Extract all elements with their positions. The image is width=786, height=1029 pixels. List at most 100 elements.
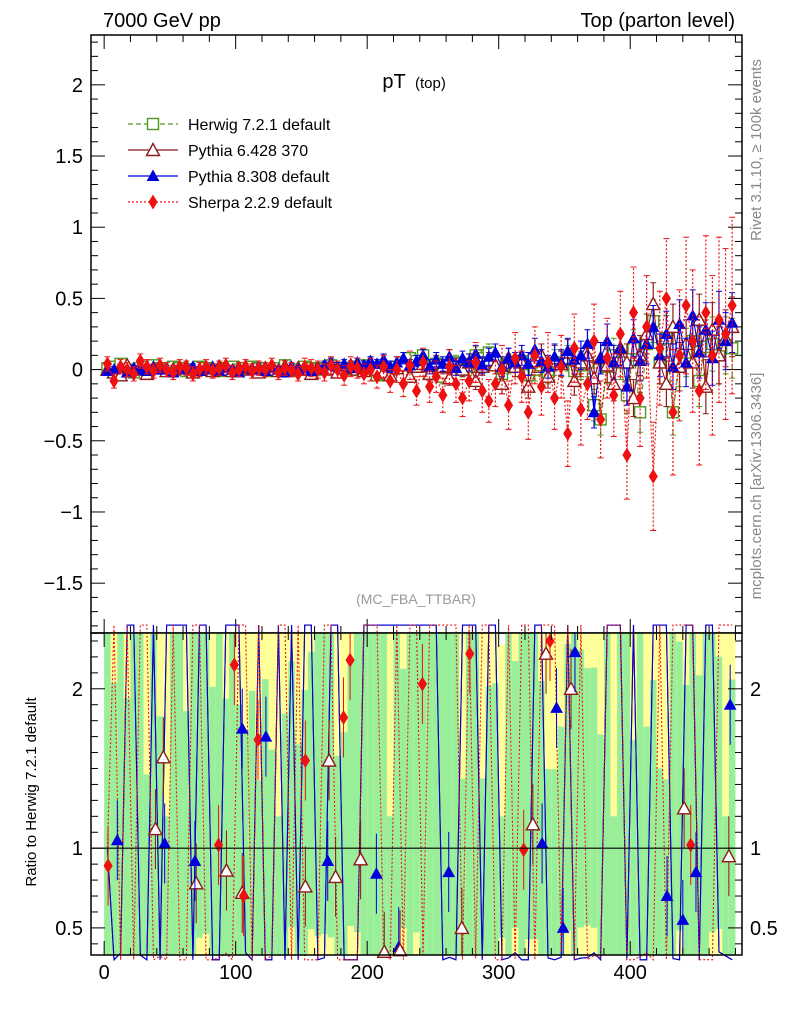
ratio-ytick-label: 2 (72, 679, 83, 701)
marker-diamond (201, 359, 211, 375)
marker-diamond (727, 298, 737, 313)
band-green (459, 778, 466, 955)
marker-diamond (628, 305, 639, 321)
marker-diamond (273, 364, 283, 380)
marker-diamond (365, 362, 376, 378)
band-green (209, 686, 216, 955)
marker-diamond (622, 447, 632, 463)
marker-triangle (568, 645, 582, 658)
marker-diamond (155, 357, 165, 373)
main-panel: −1.5 −1 −0.5 0 0.5 1 1.5 2 pT (top) (MC_FBA_TTB… (44, 34, 743, 634)
band-green (419, 633, 427, 955)
xtick-label: 200 (350, 962, 383, 984)
ratio-ytick-label-right: 0.5 (750, 918, 778, 940)
legend-label: Sherpa 2.2.9 default (188, 195, 333, 212)
marker-diamond (102, 356, 113, 372)
band-green (189, 633, 197, 955)
marker-diamond (417, 676, 428, 692)
band-green (682, 684, 690, 955)
marker-diamond (688, 333, 698, 349)
band-green (571, 633, 578, 955)
band-green (196, 633, 203, 938)
marker-diamond (589, 333, 599, 349)
marker-diamond (135, 353, 145, 369)
marker-diamond (464, 373, 474, 389)
band-green (702, 633, 710, 955)
marker-diamond (352, 360, 362, 376)
ytick-label: −0.5 (44, 431, 83, 453)
band-green (695, 675, 703, 955)
marker-diamond (576, 402, 586, 417)
header-right: Top (parton level) (580, 10, 735, 32)
marker-diamond (122, 362, 132, 378)
band-green (308, 652, 315, 930)
marker-diamond (267, 357, 277, 373)
band-green (452, 633, 460, 955)
marker-diamond (142, 359, 152, 375)
main-title: pT (382, 71, 405, 93)
series-sherpa (102, 216, 737, 531)
band-green (636, 633, 644, 955)
band-green (584, 668, 591, 926)
marker-diamond (490, 376, 500, 392)
band-green (143, 774, 151, 955)
marker-diamond (313, 362, 323, 378)
marker-diamond (293, 366, 303, 382)
marker-triangle (521, 357, 535, 369)
ytick-label: 0.5 (55, 288, 83, 310)
marker-diamond (655, 340, 665, 356)
legend: Herwig 7.2.1 default Pythia 6.428 370 Pyth… (128, 117, 333, 212)
xtick-label: 0 (99, 962, 110, 984)
marker-diamond (181, 360, 191, 376)
marker-diamond (642, 319, 652, 335)
marker-diamond (484, 393, 494, 409)
marker-diamond (609, 387, 619, 403)
band-green (242, 730, 249, 955)
marker-diamond (129, 366, 139, 382)
band-green (215, 633, 223, 955)
marker-diamond (550, 390, 560, 406)
band-green (183, 711, 190, 955)
ratio-data (103, 624, 737, 962)
ytick-label: 0 (72, 360, 83, 382)
ratio-ytick-label-right: 2 (750, 679, 761, 701)
marker-diamond (545, 633, 555, 649)
marker-diamond (477, 383, 487, 399)
band-green (577, 649, 585, 928)
marker-triangle (456, 351, 469, 364)
band-green (380, 633, 387, 955)
marker-diamond (497, 362, 507, 378)
marker-diamond (286, 362, 297, 378)
marker-diamond (536, 379, 547, 395)
mcplots-label: mcplots.cern.ch [arXiv:1306.3436] (748, 373, 765, 600)
marker-triangle-open (327, 868, 344, 884)
band-green (643, 726, 650, 955)
band-green (235, 704, 243, 955)
band-green (669, 633, 677, 955)
band-green (439, 633, 447, 955)
band-green (538, 680, 545, 955)
ratio-axes-ticks: 0.5 0.5 1 1 2 2 0 100 200 300 400 (55, 633, 778, 984)
marker-diamond (148, 194, 158, 210)
band-green (630, 740, 637, 955)
header-left: 7000 GeV pp (103, 10, 221, 32)
rivet-label: Rivet 3.1.10, ≥ 100k events (748, 59, 765, 241)
marker-triangle-open (147, 821, 164, 836)
band-green (360, 633, 368, 955)
marker-diamond (338, 710, 349, 725)
marker-diamond (405, 357, 415, 373)
ratio-ytick-label: 1 (72, 838, 83, 860)
band-green (676, 641, 683, 931)
band-green (446, 633, 453, 955)
marker-diamond (451, 376, 461, 392)
band-green (472, 633, 479, 955)
ytick-label: −1.5 (44, 573, 83, 595)
marker-triangle-open (538, 645, 554, 660)
ratio-frame (90, 632, 743, 956)
band-yellow (163, 633, 170, 955)
marker-diamond (253, 732, 263, 748)
marker-triangle (660, 889, 674, 902)
band-green (301, 689, 308, 955)
marker-diamond (385, 373, 395, 389)
main-axes-ticks (91, 35, 742, 633)
